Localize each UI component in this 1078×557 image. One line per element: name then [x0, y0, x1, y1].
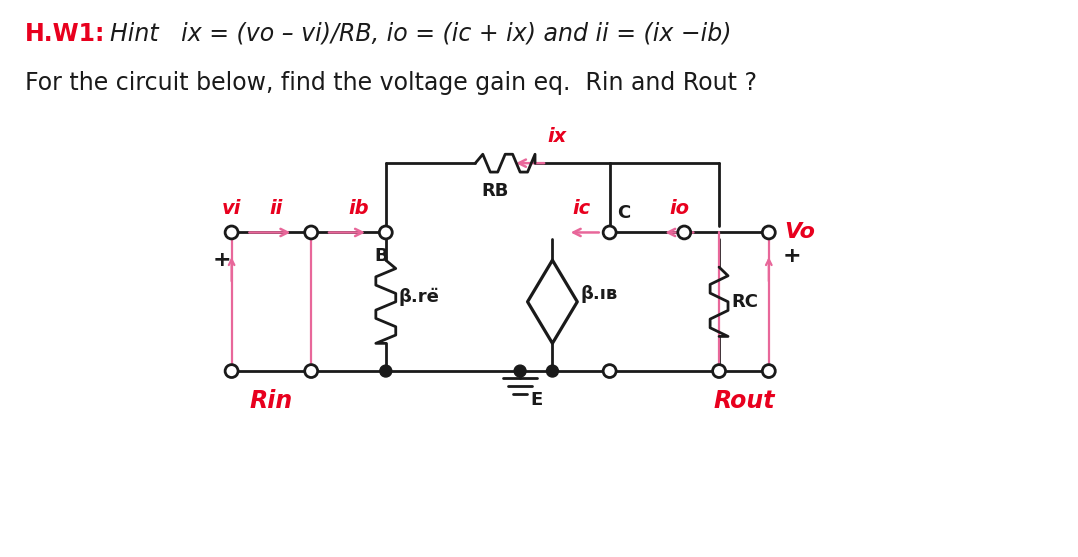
Text: ib: ib	[348, 199, 369, 218]
Text: ic: ic	[572, 199, 591, 218]
Text: B: B	[374, 247, 388, 265]
Text: E: E	[530, 391, 542, 409]
Circle shape	[225, 365, 238, 378]
Circle shape	[547, 365, 558, 377]
Text: Vo: Vo	[785, 222, 816, 242]
Circle shape	[604, 226, 617, 239]
Circle shape	[379, 365, 391, 377]
Circle shape	[762, 226, 775, 239]
Circle shape	[379, 226, 392, 239]
Text: Rin: Rin	[250, 389, 293, 413]
Circle shape	[713, 365, 725, 378]
Text: vi: vi	[222, 199, 241, 218]
Text: +: +	[212, 250, 231, 270]
Text: H.W1:: H.W1:	[25, 22, 105, 46]
Text: io: io	[669, 199, 689, 218]
Text: β.rë: β.rë	[399, 288, 440, 306]
Text: Hint   ix = (vo – vi)/RB, io = (ic + ix) and ii = (ix −ib): Hint ix = (vo – vi)/RB, io = (ic + ix) a…	[110, 22, 732, 46]
Circle shape	[305, 365, 318, 378]
Text: ii: ii	[270, 199, 284, 218]
Polygon shape	[527, 260, 578, 343]
Text: For the circuit below, find the voltage gain eq.  Rin and Rout ?: For the circuit below, find the voltage …	[25, 71, 757, 95]
Circle shape	[514, 365, 526, 377]
Text: RB: RB	[482, 182, 509, 200]
Circle shape	[225, 226, 238, 239]
Circle shape	[604, 365, 617, 378]
Circle shape	[305, 226, 318, 239]
Text: C: C	[618, 203, 631, 222]
Text: Rout: Rout	[714, 389, 775, 413]
Circle shape	[762, 365, 775, 378]
Text: RC: RC	[731, 293, 758, 311]
Text: β.ıʙ: β.ıʙ	[580, 285, 618, 303]
Text: +: +	[783, 246, 801, 266]
Text: ix: ix	[548, 128, 567, 146]
Circle shape	[678, 226, 691, 239]
